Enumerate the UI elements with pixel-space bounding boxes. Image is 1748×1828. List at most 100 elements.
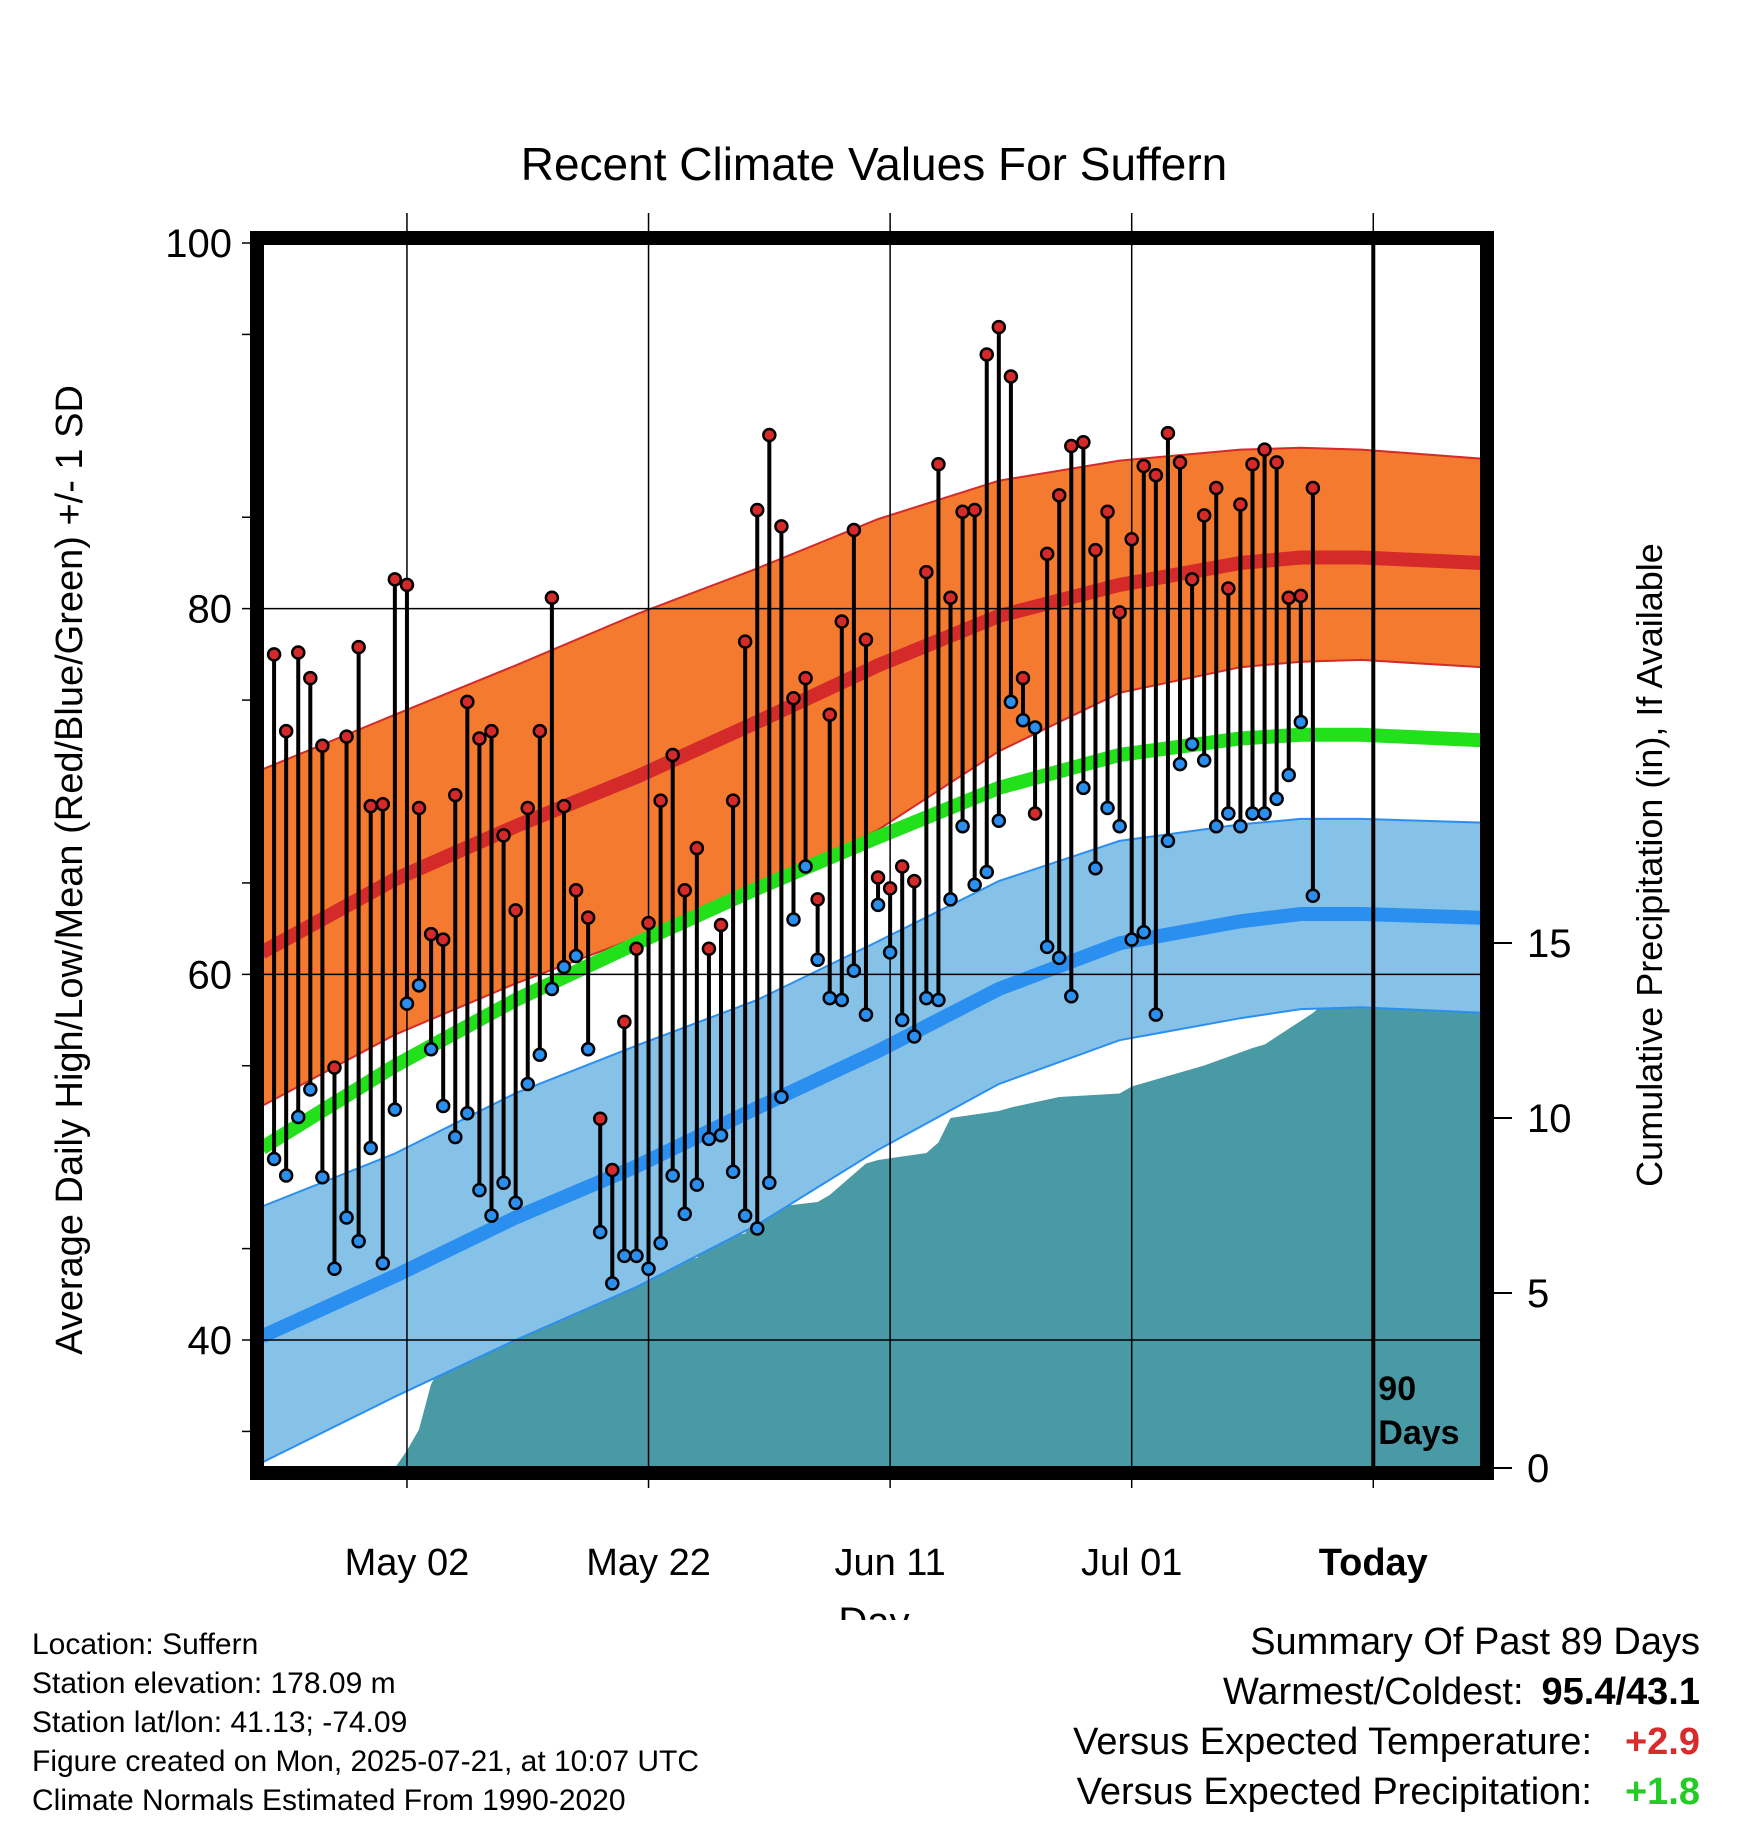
summary-heading: Summary Of Past 89 Days <box>1250 1621 1700 1663</box>
daily-high-dot <box>737 634 753 649</box>
daily-low-dot <box>580 1042 596 1057</box>
y-tick-label: 40 <box>188 1319 233 1363</box>
daily-high-dot <box>315 738 330 754</box>
daily-low-dot <box>1269 791 1284 807</box>
plot-frame <box>250 231 1494 1480</box>
daily-high-dot <box>1209 480 1224 496</box>
daily-low-dot <box>882 945 898 960</box>
daily-low-dot <box>617 1248 632 1264</box>
daily-high-dot <box>580 910 596 925</box>
daily-low-dot <box>1196 753 1212 768</box>
daily-low-dot <box>677 1206 693 1222</box>
chart-title: Recent Climate Values For Suffern <box>521 138 1228 190</box>
daily-low-dot <box>858 1007 874 1022</box>
daily-high-dot <box>810 892 825 907</box>
x-tick-label: Today <box>1319 1542 1428 1584</box>
daily-low-dot <box>266 1151 282 1167</box>
daily-low-dot <box>1064 989 1079 1004</box>
climate-chart: Recent Climate Values For Suffern 90 Days… <box>49 138 1670 1620</box>
daily-low-dot <box>1172 756 1188 772</box>
daily-low-dot <box>749 1221 765 1236</box>
daily-high-dot <box>375 797 391 812</box>
daily-high-dot <box>1269 455 1284 470</box>
warm-cold-value: 95.4/43.1 <box>1541 1671 1700 1713</box>
daily-low-dot <box>786 912 801 927</box>
daily-low-dot <box>1305 888 1321 903</box>
daily-low-dot <box>979 864 995 880</box>
daily-low-dot <box>1245 806 1260 821</box>
daily-high-dot <box>870 870 886 885</box>
daily-high-dot <box>472 731 487 746</box>
daily-high-dot <box>653 793 668 808</box>
x-tick-label: Jul 01 <box>1081 1542 1182 1584</box>
daily-high-dot <box>943 590 958 605</box>
daily-high-dot <box>907 873 922 889</box>
normals-text: Climate Normals Estimated From 1990-2020 <box>32 1784 626 1817</box>
daily-low-dot <box>1293 714 1309 730</box>
daily-low-dot <box>423 1042 439 1057</box>
daily-high-dot <box>713 917 729 933</box>
summary-precip-row: Versus Expected Precipitation: +1.8 <box>1073 1767 1700 1817</box>
daily-high-dot <box>786 691 801 706</box>
summary-panel: Summary Of Past 89 Days Warmest/Coldest:… <box>1073 1617 1700 1817</box>
daily-low-dot <box>363 1140 378 1156</box>
daily-high-dot <box>1257 442 1272 457</box>
daily-low-dot <box>834 992 850 1008</box>
daily-high-dot <box>435 932 451 947</box>
daily-high-dot <box>967 502 982 518</box>
daily-low-dot <box>1100 800 1115 816</box>
daily-high-dot <box>423 926 439 942</box>
station-info: Location: Suffern Station elevation: 178… <box>32 1625 699 1820</box>
daily-high-dot <box>1064 438 1079 454</box>
daily-high-dot <box>339 729 354 744</box>
y-tick-label: 60 <box>188 953 233 997</box>
x-tick-label: May 22 <box>586 1542 711 1584</box>
today-days-label: Days <box>1378 1414 1459 1452</box>
daily-high-dot <box>955 504 970 520</box>
daily-low-dot <box>339 1210 354 1225</box>
daily-low-dot <box>303 1082 318 1097</box>
daily-low-dot <box>484 1208 499 1223</box>
y-axis-label: Average Daily High/Low/Mean (Red/Blue/Gr… <box>49 385 91 1355</box>
daily-high-dot <box>290 645 306 660</box>
y2-tick-label: 5 <box>1527 1272 1549 1316</box>
daily-low-dot <box>1257 806 1272 821</box>
daily-low-dot <box>1136 925 1152 940</box>
y2-tick-label: 15 <box>1527 922 1572 966</box>
summary-temp-row: Versus Expected Temperature: +2.9 <box>1073 1717 1700 1767</box>
daily-high-dot <box>1293 588 1309 604</box>
daily-high-dot <box>1281 590 1296 605</box>
daily-high-dot <box>858 632 874 648</box>
daily-low-dot <box>1184 736 1200 752</box>
temp-value: +2.9 <box>1624 1721 1700 1763</box>
daily-low-dot <box>1221 806 1236 821</box>
daily-low-dot <box>1209 818 1224 834</box>
daily-low-dot <box>870 897 886 913</box>
daily-low-dot <box>1003 694 1019 710</box>
daily-high-dot <box>363 798 378 814</box>
daily-low-dot <box>351 1234 366 1249</box>
daily-high-dot <box>592 1111 608 1127</box>
daily-high-dot <box>665 747 680 763</box>
daily-low-dot <box>1088 861 1103 876</box>
x-axis-label: Day <box>838 1600 909 1620</box>
daily-low-dot <box>1233 818 1248 834</box>
daily-high-dot <box>689 840 705 856</box>
daily-low-dot <box>448 1129 463 1145</box>
y-tick-label: 80 <box>188 588 233 632</box>
daily-low-dot <box>496 1175 511 1191</box>
daily-high-dot <box>411 800 427 816</box>
x-tick-label: Jun 11 <box>834 1542 945 1584</box>
daily-low-dot <box>822 990 837 1006</box>
daily-high-dot <box>1221 581 1236 596</box>
x-tick-label: May 02 <box>345 1542 470 1584</box>
daily-low-dot <box>532 1047 548 1063</box>
daily-low-dot <box>955 818 970 834</box>
temp-label: Versus Expected Temperature: <box>1073 1721 1592 1763</box>
daily-high-dot <box>266 647 282 662</box>
daily-low-dot <box>762 1175 777 1191</box>
daily-high-dot <box>931 456 946 472</box>
daily-high-dot <box>1184 572 1200 587</box>
daily-high-dot <box>725 793 741 808</box>
daily-low-dot <box>399 996 415 1011</box>
